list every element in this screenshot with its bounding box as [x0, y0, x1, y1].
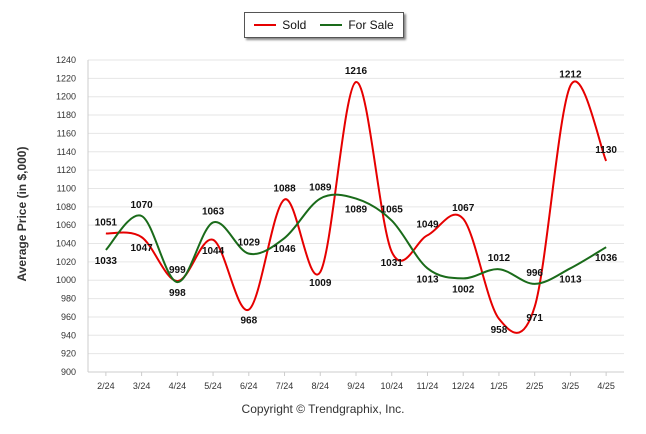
x-tick-label: 5/24 — [204, 381, 222, 391]
legend-swatch-sold — [254, 24, 277, 26]
data-label: 1049 — [416, 219, 439, 230]
data-label: 958 — [491, 325, 508, 336]
data-label: 1065 — [381, 205, 404, 216]
data-label: 1216 — [345, 66, 368, 77]
data-label: 1063 — [202, 206, 225, 217]
y-tick-label: 1180 — [57, 110, 76, 120]
series-line-sold — [105, 80, 608, 334]
y-tick-label: 1200 — [56, 92, 76, 102]
series-line-for-sale — [105, 193, 607, 285]
data-label: 1089 — [345, 205, 368, 216]
data-label: 1036 — [595, 253, 618, 264]
x-tick-label: 8/24 — [312, 381, 330, 391]
data-label: 1130 — [595, 145, 617, 156]
data-label: 1051 — [95, 217, 118, 228]
data-label: 1212 — [559, 70, 582, 81]
data-label: 1029 — [238, 238, 261, 249]
x-tick-label: 7/24 — [276, 381, 294, 391]
x-axis-ticks: 2/24 3/24 4/24 5/24 6/24 7/24 8/24 9/24 10/24 11/… — [97, 372, 615, 391]
y-tick-label: 920 — [61, 349, 76, 359]
data-label: 1046 — [273, 244, 296, 255]
x-tick-label: 11/24 — [417, 381, 439, 391]
data-label: 1033 — [95, 256, 118, 267]
x-tick-label: 6/24 — [240, 381, 258, 391]
data-label: 1067 — [452, 203, 475, 214]
x-tick-label: 3/25 — [562, 381, 580, 391]
legend: Sold For Sale — [244, 12, 404, 38]
data-label: 1031 — [381, 258, 404, 269]
grid-lines — [87, 59, 624, 373]
y-tick-label: 1100 — [57, 183, 76, 193]
data-label: 1088 — [273, 183, 296, 194]
series-lines — [105, 80, 608, 334]
data-label: 971 — [526, 313, 543, 324]
data-label: 1012 — [488, 253, 511, 264]
y-tick-label: 1020 — [56, 257, 76, 267]
y-tick-label: 980 — [61, 294, 76, 304]
data-label: 996 — [526, 268, 543, 279]
y-tick-label: 960 — [61, 312, 76, 322]
data-label: 1002 — [452, 284, 475, 295]
x-tick-label: 4/25 — [597, 381, 615, 391]
y-tick-label: 1040 — [56, 239, 76, 249]
y-tick-label: 940 — [61, 330, 76, 340]
data-label: 1044 — [202, 246, 225, 257]
y-tick-label: 1140 — [57, 147, 76, 157]
data-label: 1047 — [130, 243, 153, 254]
y-tick-label: 900 — [61, 367, 76, 377]
y-axis-ticks: 900 920 940 960 980 1000 1020 1040 1060 1080 1100 1… — [56, 55, 76, 377]
x-tick-label: 2/25 — [526, 381, 544, 391]
y-tick-label: 1220 — [56, 73, 76, 83]
x-tick-label: 12/24 — [452, 381, 475, 391]
data-label: 1009 — [309, 278, 332, 289]
legend-item-for-sale[interactable]: For Sale — [320, 18, 394, 32]
y-axis-title: Average Price (in $,000) — [15, 146, 29, 282]
data-label: 998 — [169, 288, 186, 299]
x-tick-label: 10/24 — [380, 381, 403, 391]
copyright-credit: Copyright © Trendgraphix, Inc. — [241, 402, 405, 416]
y-tick-label: 1240 — [56, 55, 76, 65]
x-tick-label: 1/25 — [490, 381, 508, 391]
x-tick-label: 2/24 — [97, 381, 115, 391]
x-tick-label: 9/24 — [347, 381, 365, 391]
data-labels: 1051 1047 999 1044 968 1088 1009 1216 1031 1049 10… — [95, 66, 618, 336]
data-label: 1089 — [309, 183, 332, 194]
data-label: 968 — [240, 316, 257, 327]
legend-item-sold[interactable]: Sold — [254, 18, 306, 32]
y-tick-label: 1080 — [56, 202, 76, 212]
legend-label-sold: Sold — [282, 18, 307, 32]
y-tick-label: 1120 — [57, 165, 76, 175]
data-label: 999 — [169, 265, 186, 276]
data-label: 1070 — [130, 200, 153, 211]
y-tick-label: 1160 — [57, 128, 76, 138]
legend-swatch-for-sale — [320, 24, 343, 26]
data-label: 1013 — [559, 274, 582, 285]
x-tick-label: 3/24 — [133, 381, 151, 391]
y-tick-label: 1060 — [56, 220, 76, 230]
x-tick-label: 4/24 — [169, 381, 187, 391]
y-tick-label: 1000 — [56, 275, 76, 285]
data-label: 1013 — [416, 274, 439, 285]
legend-label-for-sale: For Sale — [348, 18, 394, 32]
